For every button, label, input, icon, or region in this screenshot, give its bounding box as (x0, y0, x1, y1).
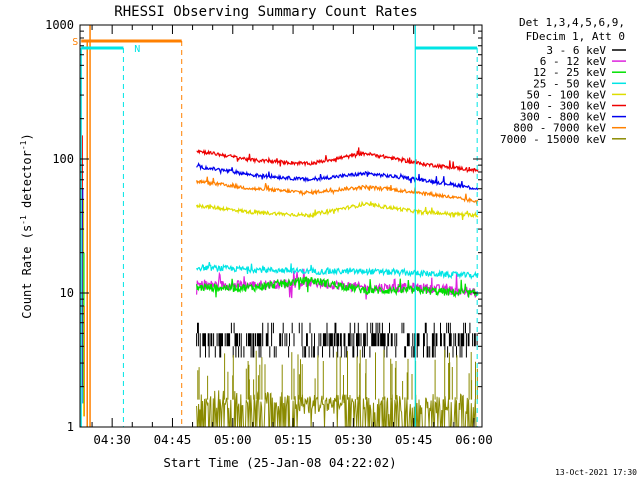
series-2 (196, 276, 479, 299)
series-line (196, 176, 479, 206)
series-8 (196, 349, 478, 428)
night-flag-label: N (134, 44, 140, 55)
x-tick-label: 04:45 (154, 432, 192, 447)
y-tick-label: 1000 (45, 18, 74, 32)
series-6 (196, 162, 479, 191)
legend-label: 800 - 7000 keV (513, 122, 606, 135)
y-tick-label: 1 (67, 420, 74, 434)
x-tick-label: 06:00 (455, 432, 493, 447)
early-spikes (81, 25, 91, 427)
axes-layer: 1 10 100 1000 04:30 04:45 05:00 05:15 05:30 05:45… (45, 18, 493, 447)
chart-title: RHESSI Observing Summary Count Rates (114, 4, 417, 20)
legend-label: 300 - 800 keV (520, 111, 606, 124)
legend-label: 25 - 50 keV (533, 77, 606, 90)
y-tick-label: 10 (60, 286, 74, 300)
legend-label: 50 - 100 keV (527, 88, 607, 101)
series-line (196, 147, 479, 174)
x-tick-label: 05:15 (274, 432, 312, 447)
x-axis-label: Start Time (25-Jan-08 04:22:02) (163, 455, 396, 470)
y-tick-label: 100 (52, 152, 74, 166)
legend-label: 7000 - 15000 keV (500, 133, 606, 146)
legend-label: 3 - 6 keV (546, 44, 606, 57)
saa-flag-label: S (72, 37, 78, 48)
legend-label: 100 - 300 keV (520, 100, 606, 113)
series-line (196, 276, 479, 299)
x-tick-label: 05:00 (214, 432, 252, 447)
series-7 (196, 176, 479, 206)
date-stamp: 13-Oct-2021 17:30 (555, 468, 637, 477)
x-tick-label: 05:30 (335, 432, 373, 447)
x-tick-label: 04:30 (93, 432, 131, 447)
series-spikes (197, 349, 478, 400)
legend: Det 1,3,4,5,6,9, FDecim 1, Att 0 3 - 6 k… (500, 16, 626, 146)
legend-label: 6 - 12 keV (540, 55, 607, 68)
x-tick-label: 05:45 (395, 432, 433, 447)
series-5 (196, 147, 479, 174)
flags-layer: SN (72, 25, 478, 427)
series-4 (196, 200, 479, 220)
legend-header-line-1: Det 1,3,4,5,6,9, (519, 16, 625, 29)
plot-frame (79, 24, 483, 428)
series-line (196, 200, 479, 220)
series-3 (196, 261, 479, 280)
series-line (196, 162, 479, 191)
legend-header-line-2: FDecim 1, Att 0 (526, 30, 625, 43)
series-layer (81, 25, 479, 428)
series-line (196, 261, 479, 280)
legend-label: 12 - 25 keV (533, 66, 606, 79)
y-axis-label: Count Rate (s-1 detector-1) (19, 133, 34, 318)
